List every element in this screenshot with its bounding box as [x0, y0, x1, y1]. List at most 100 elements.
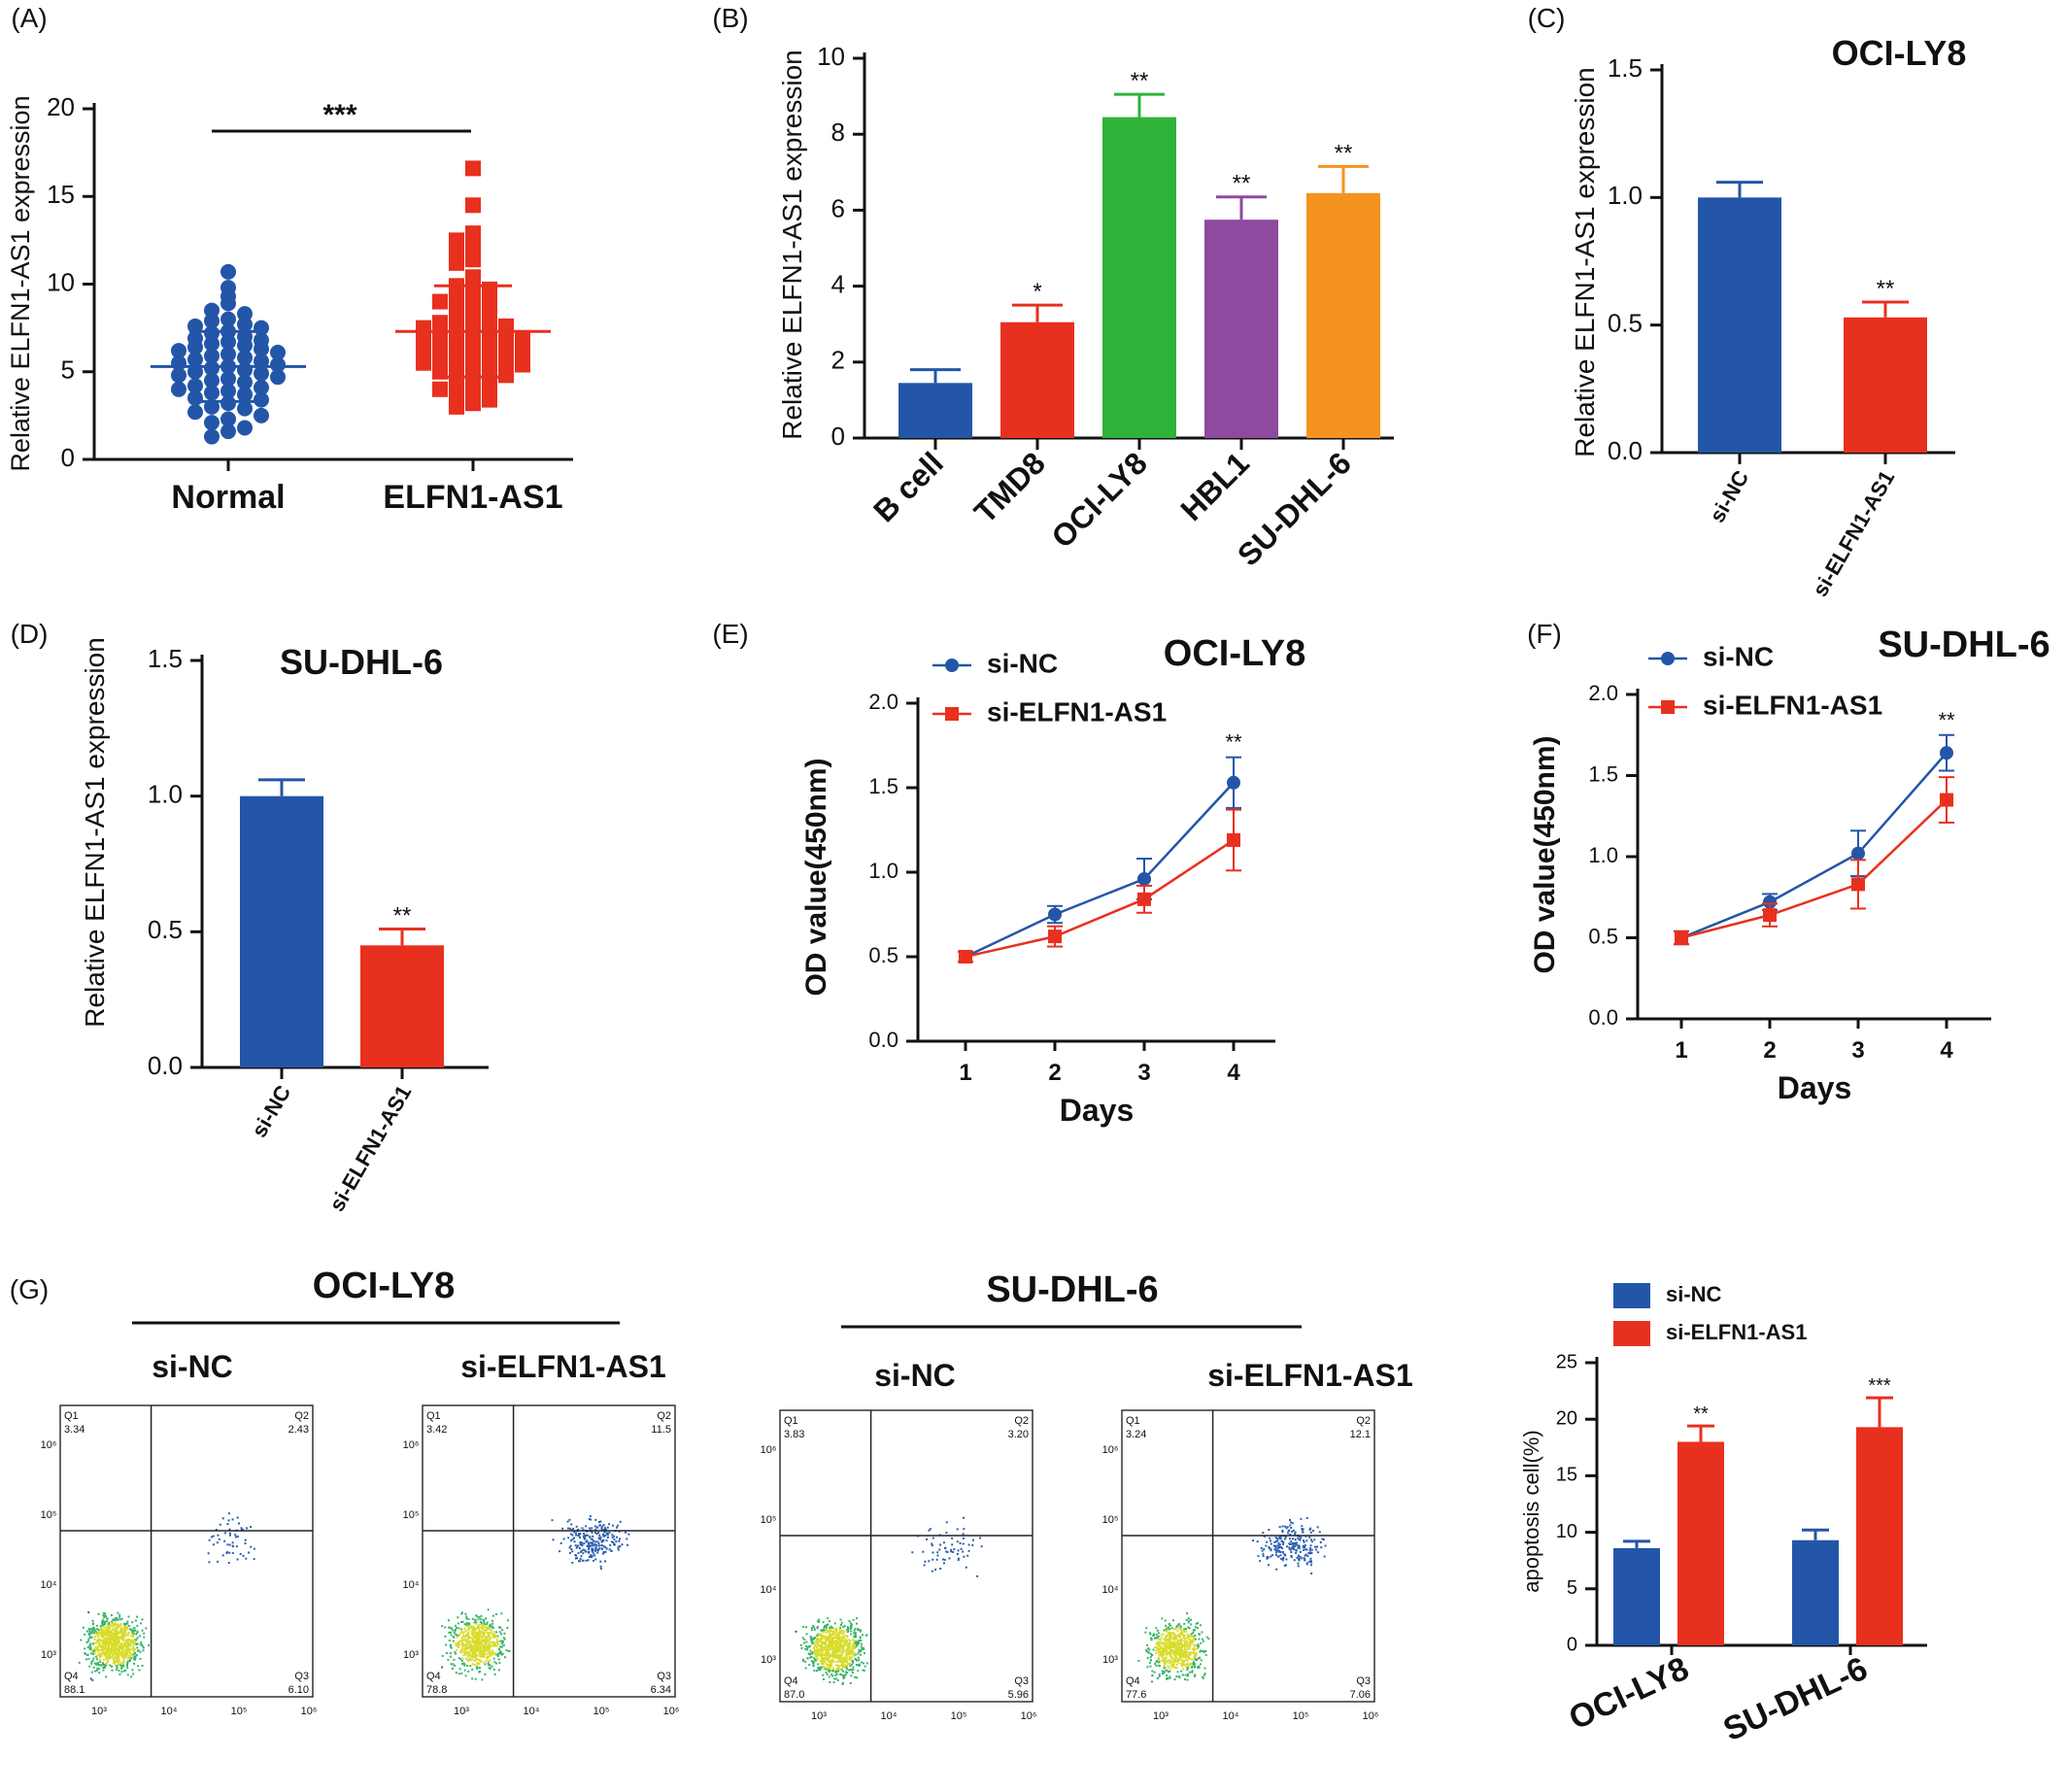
bar-oci-ly8: [1102, 117, 1176, 438]
bar-oci-ly8-1: [1677, 1441, 1724, 1645]
x-tick-label: 10⁴: [161, 1706, 178, 1717]
legend-marker: [945, 707, 959, 721]
y-axis-title: OD value(450nm): [1529, 735, 1561, 973]
q1-value: 3.24: [1126, 1429, 1146, 1440]
data-point: [237, 317, 253, 333]
x-axis-title: Days: [1060, 1093, 1135, 1128]
y-tick-label: 15: [47, 180, 75, 209]
y-tick-label: 10³: [761, 1654, 776, 1666]
y-axis-title: OD value(450nm): [800, 758, 832, 996]
q3-value: 6.10: [288, 1684, 309, 1696]
y-tick-label: 10⁶: [403, 1439, 420, 1451]
panel-G-flow: (G) OCI-LY8 si-NC Q1 3.34 Q2 2.43 Q4 88.1 Q3 6.10 1…: [10, 1266, 1413, 1722]
data-point: [498, 367, 514, 384]
q1-value: 3.34: [64, 1424, 85, 1436]
q3-label: Q3: [1014, 1675, 1029, 1687]
y-tick-label: 8: [831, 118, 845, 147]
y-tick-label: 0.0: [868, 1028, 898, 1052]
data-point: [449, 288, 464, 305]
data-point: [254, 407, 269, 423]
y-tick-label: 10⁶: [41, 1439, 57, 1451]
x-tick-label: HBL1: [1173, 445, 1256, 527]
line-series-1: si-ELFN1-AS1: [932, 696, 1241, 964]
y-tick-label: 10⁵: [761, 1514, 777, 1526]
y-tick-label: 1.0: [868, 859, 898, 883]
y-tick-label: 20: [1556, 1407, 1577, 1429]
x-tick-label: B cell: [866, 445, 950, 528]
data-point: [204, 348, 220, 364]
y-tick-label: 0.5: [1608, 309, 1643, 338]
y-tick-label: 5: [61, 355, 75, 385]
y-tick-label: 10: [1556, 1521, 1577, 1542]
y-tick-label: 0: [831, 422, 845, 451]
data-point: [482, 391, 497, 408]
data-point: [1851, 877, 1865, 892]
x-tick-label: 3: [1137, 1060, 1150, 1086]
x-tick-label: si-ELFN1-AS1: [324, 1081, 416, 1215]
q4-label: Q4: [1126, 1675, 1140, 1687]
bar-b-cell: [898, 383, 972, 438]
legend-swatch: [1613, 1321, 1650, 1346]
q1-value: 3.42: [426, 1424, 447, 1436]
bar-si-nc: [240, 795, 323, 1067]
x-tick-label: 10³: [454, 1706, 469, 1717]
y-axis: 0 5 10 15 20 25: [1556, 1351, 1599, 1655]
data-point: [449, 254, 464, 271]
y-tick-label: 10⁵: [41, 1509, 57, 1521]
flow-group-0: OCI-LY8 si-NC Q1 3.34 Q2 2.43 Q4 88.1 Q3 6.10 10³ 1…: [41, 1266, 680, 1717]
q2-label: Q2: [1356, 1415, 1371, 1427]
data-point: [220, 395, 236, 412]
x-tick-label: 10⁴: [524, 1706, 540, 1717]
bar-tmd8: [1000, 321, 1074, 438]
significance-label: ***: [322, 99, 356, 131]
data-point: [465, 252, 481, 268]
chart-title: SU-DHL-6: [1878, 625, 2050, 665]
significance-label: **: [1693, 1403, 1709, 1425]
data-point: [1763, 895, 1777, 909]
flow-plot-label: si-NC: [874, 1358, 956, 1393]
error-bar: [1866, 1396, 1893, 1428]
scatter-series-0: [151, 263, 306, 445]
y-tick-label: 1.5: [1588, 761, 1618, 786]
data-point: [449, 311, 464, 327]
data-point: [237, 350, 253, 366]
y-tick-label: 0.5: [1588, 924, 1618, 948]
error-bar: [1623, 1539, 1650, 1548]
x-tick-label: 3: [1851, 1037, 1864, 1064]
y-axis-title: Relative ELFN1-AS1 expression: [777, 50, 807, 440]
x-tick-label: si-NC: [1705, 466, 1753, 526]
significance-label: **: [1877, 276, 1895, 302]
y-axis-title: Relative ELFN1-AS1 expression: [80, 637, 110, 1028]
data-point: [449, 360, 464, 377]
flow-events: [78, 1512, 255, 1681]
panel-C: (C) OCI-LY8 Relative ELFN1-AS1 expression s…: [1528, 3, 1967, 600]
q1-label: Q1: [1126, 1415, 1140, 1427]
data-point: [204, 313, 220, 329]
y-tick-label: 1.0: [148, 780, 183, 809]
data-point: [432, 352, 448, 368]
data-point: [465, 395, 481, 412]
scatter-series-1: [395, 160, 551, 415]
legend-label: si-NC: [1703, 641, 1774, 671]
y-tick-label: 1.5: [1608, 53, 1643, 83]
q4-label: Q4: [64, 1671, 79, 1682]
bar-hbl1: [1204, 220, 1278, 438]
q3-value: 6.34: [651, 1684, 671, 1696]
data-point: [449, 398, 464, 415]
x-tick-label: 10⁶: [1021, 1710, 1037, 1722]
y-axis: 0.0 0.5 1.0 1.5: [148, 644, 204, 1080]
flow-plot-label: si-ELFN1-AS1: [1207, 1358, 1413, 1393]
data-point: [204, 385, 220, 401]
flow-plot: si-ELFN1-AS1 Q1 3.42 Q2 11.5 Q4 78.8 Q3 6.34 10³ 1…: [403, 1349, 680, 1717]
x-tick-label: 10⁵: [1293, 1710, 1309, 1722]
y-axis: 0.0 0.5 1.0 1.5 2.0: [868, 690, 920, 1052]
q1-value: 3.83: [784, 1429, 804, 1440]
significance-label: **: [1131, 68, 1149, 94]
data-point: [237, 387, 253, 403]
x-tick-label: 1: [959, 1060, 971, 1086]
x-tick-label: si-ELFN1-AS1: [1808, 466, 1899, 600]
flow-frame: [1121, 1409, 1375, 1703]
data-point: [204, 335, 220, 352]
y-tick-label: 0: [61, 443, 75, 472]
data-point: [254, 341, 269, 357]
